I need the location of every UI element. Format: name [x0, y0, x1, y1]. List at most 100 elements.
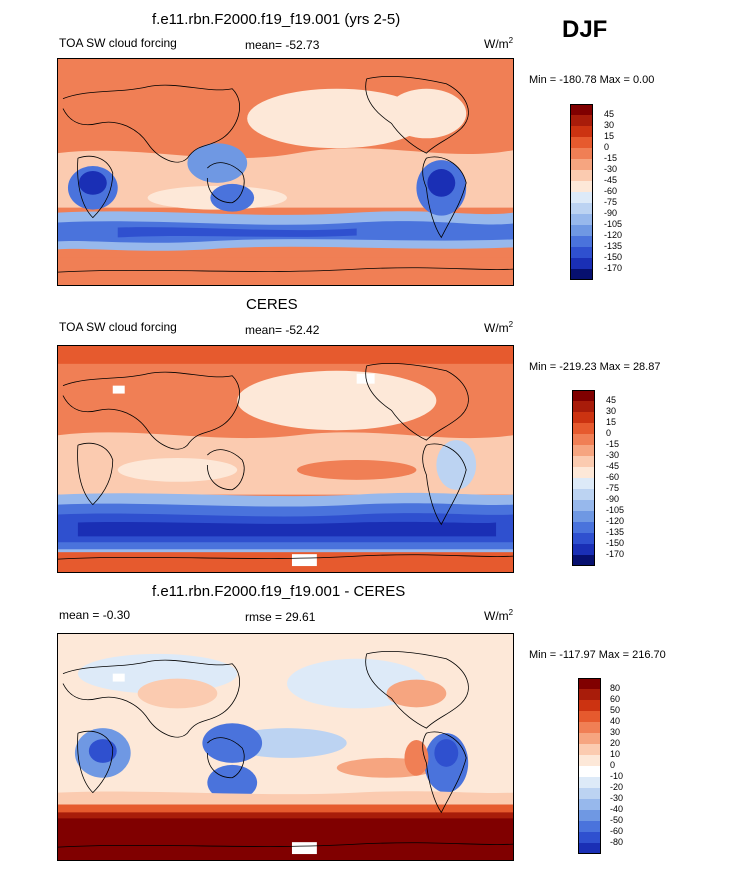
colorbar-swatch: [570, 247, 593, 258]
panel-3-map: [57, 633, 514, 861]
colorbar-tick-label: -60: [604, 186, 618, 196]
panel-3-rmse: rmse = 29.61: [245, 610, 316, 624]
colorbar-swatch: [570, 181, 593, 192]
panel-2-mean: mean= -52.42: [245, 323, 320, 337]
season-label: DJF: [562, 16, 608, 43]
panel-2-map-svg: [58, 346, 513, 572]
colorbar-tick-label: -170: [604, 263, 623, 273]
colorbar-swatch: [572, 423, 595, 434]
colorbar-tick-label: -60: [606, 472, 620, 482]
colorbar-tick-label: -135: [604, 241, 623, 251]
colorbar-swatch: [570, 269, 593, 280]
panel-3-minmax: Min = -117.97 Max = 216.70: [529, 649, 666, 661]
colorbar-swatch: [570, 170, 593, 181]
colorbar-tick-label: -75: [604, 197, 618, 207]
colorbar-tick-label: -135: [606, 527, 625, 537]
colorbar-tick-label: -45: [604, 175, 618, 185]
colorbar-swatch: [578, 821, 601, 832]
colorbar-tick-label: -30: [610, 793, 624, 803]
panel-3-title: f.e11.rbn.F2000.f19_f19.001 - CERES: [152, 583, 406, 600]
colorbar-tick-label: 30: [606, 406, 617, 416]
colorbar-swatch: [578, 843, 601, 854]
colorbar-tick-label: -30: [604, 164, 618, 174]
colorbar-tick-label: -40: [610, 804, 624, 814]
colorbar-tick-label: -80: [610, 837, 624, 847]
colorbar-tick-label: 15: [604, 131, 615, 141]
panel-2-colorbar: [572, 390, 595, 566]
colorbar-tick-label: -105: [604, 219, 623, 229]
colorbar-swatch: [578, 799, 601, 810]
colorbar-tick-label: 40: [610, 716, 621, 726]
colorbar-tick-label: -75: [606, 483, 620, 493]
colorbar-tick-label: 10: [610, 749, 621, 759]
colorbar-swatch: [572, 434, 595, 445]
colorbar-tick-label: 50: [610, 705, 621, 715]
colorbar-swatch: [570, 203, 593, 214]
colorbar-swatch: [572, 412, 595, 423]
panel-1-map: [57, 58, 514, 286]
colorbar-tick-label: 15: [606, 417, 617, 427]
colorbar-tick-label: -90: [606, 494, 620, 504]
colorbar-tick-label: 30: [604, 120, 615, 130]
colorbar-swatch: [572, 445, 595, 456]
panel-2-title: CERES: [246, 296, 298, 313]
colorbar-swatch: [572, 533, 595, 544]
colorbar-swatch: [572, 511, 595, 522]
colorbar-swatch: [578, 700, 601, 711]
panel-2-left-label: TOA SW cloud forcing: [59, 320, 177, 334]
colorbar-tick-label: -30: [606, 450, 620, 460]
colorbar-tick-label: 45: [604, 109, 615, 119]
panel-1-map-svg: [58, 59, 513, 285]
colorbar-swatch: [572, 489, 595, 500]
panel-1-units: W/m2: [484, 36, 514, 51]
colorbar-swatch: [578, 832, 601, 843]
colorbar-swatch: [578, 777, 601, 788]
colorbar-swatch: [570, 214, 593, 225]
colorbar-tick-label: 0: [610, 760, 616, 770]
colorbar-swatch: [572, 467, 595, 478]
colorbar-tick-label: 20: [610, 738, 621, 748]
colorbar-swatch: [570, 159, 593, 170]
colorbar-swatch: [572, 456, 595, 467]
colorbar-swatch: [572, 555, 595, 566]
colorbar-tick-label: 30: [610, 727, 621, 737]
panel-3-left-label: mean = -0.30: [59, 608, 131, 622]
panel-1-title: f.e11.rbn.F2000.f19_f19.001 (yrs 2-5): [152, 11, 401, 28]
colorbar-tick-label: -50: [610, 815, 624, 825]
colorbar-tick-label: 0: [604, 142, 610, 152]
colorbar-swatch: [570, 192, 593, 203]
colorbar-tick-label: -15: [604, 153, 618, 163]
panel-3-colorbar: [578, 678, 601, 854]
colorbar-swatch: [578, 755, 601, 766]
colorbar-tick-label: -60: [610, 826, 624, 836]
panel-2-units: W/m2: [484, 320, 514, 335]
colorbar-swatch: [572, 522, 595, 533]
panel-1-mean: mean= -52.73: [245, 38, 320, 52]
colorbar-swatch: [578, 810, 601, 821]
colorbar-tick-label: -120: [606, 516, 625, 526]
colorbar-swatch: [572, 500, 595, 511]
colorbar-swatch: [570, 258, 593, 269]
colorbar-swatch: [572, 390, 595, 401]
panel-2-minmax: Min = -219.23 Max = 28.87: [529, 361, 661, 373]
colorbar-tick-label: 80: [610, 683, 621, 693]
colorbar-swatch: [570, 137, 593, 148]
panel-2-map: [57, 345, 514, 573]
colorbar-swatch: [570, 236, 593, 247]
colorbar-swatch: [570, 115, 593, 126]
colorbar-swatch: [578, 788, 601, 799]
colorbar-tick-label: 60: [610, 694, 621, 704]
panel-1-left-label: TOA SW cloud forcing: [59, 36, 177, 50]
colorbar-swatch: [578, 711, 601, 722]
colorbar-tick-label: 45: [606, 395, 617, 405]
colorbar-tick-label: -150: [606, 538, 625, 548]
colorbar-swatch: [578, 744, 601, 755]
colorbar-tick-label: -170: [606, 549, 625, 559]
colorbar-swatch: [570, 104, 593, 115]
colorbar-tick-label: -120: [604, 230, 623, 240]
colorbar-tick-label: 0: [606, 428, 612, 438]
colorbar-tick-label: -90: [604, 208, 618, 218]
colorbar-tick-label: -10: [610, 771, 624, 781]
colorbar-tick-label: -45: [606, 461, 620, 471]
colorbar-swatch: [572, 544, 595, 555]
